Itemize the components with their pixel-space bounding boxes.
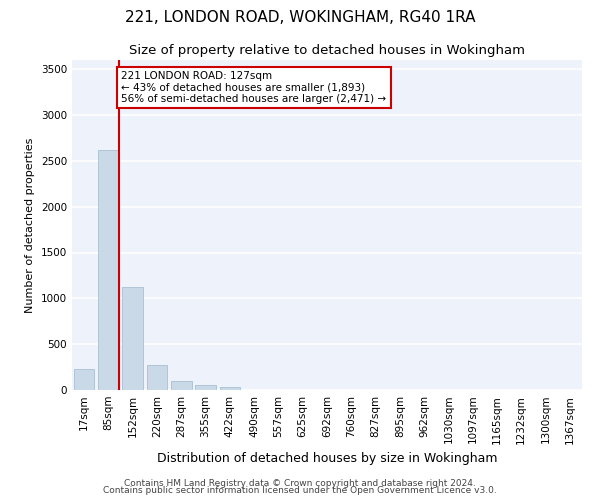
Text: Contains HM Land Registry data © Crown copyright and database right 2024.: Contains HM Land Registry data © Crown c… bbox=[124, 478, 476, 488]
X-axis label: Distribution of detached houses by size in Wokingham: Distribution of detached houses by size … bbox=[157, 452, 497, 465]
Text: Contains public sector information licensed under the Open Government Licence v3: Contains public sector information licen… bbox=[103, 486, 497, 495]
Bar bbox=[195, 386, 216, 390]
Text: 221, LONDON ROAD, WOKINGHAM, RG40 1RA: 221, LONDON ROAD, WOKINGHAM, RG40 1RA bbox=[125, 10, 475, 25]
Y-axis label: Number of detached properties: Number of detached properties bbox=[25, 138, 35, 312]
Bar bbox=[171, 382, 191, 390]
Bar bbox=[122, 288, 143, 390]
Bar bbox=[74, 369, 94, 390]
Text: 221 LONDON ROAD: 127sqm
← 43% of detached houses are smaller (1,893)
56% of semi: 221 LONDON ROAD: 127sqm ← 43% of detache… bbox=[121, 71, 386, 104]
Bar bbox=[220, 387, 240, 390]
Bar bbox=[98, 150, 119, 390]
Title: Size of property relative to detached houses in Wokingham: Size of property relative to detached ho… bbox=[129, 44, 525, 58]
Bar bbox=[146, 365, 167, 390]
